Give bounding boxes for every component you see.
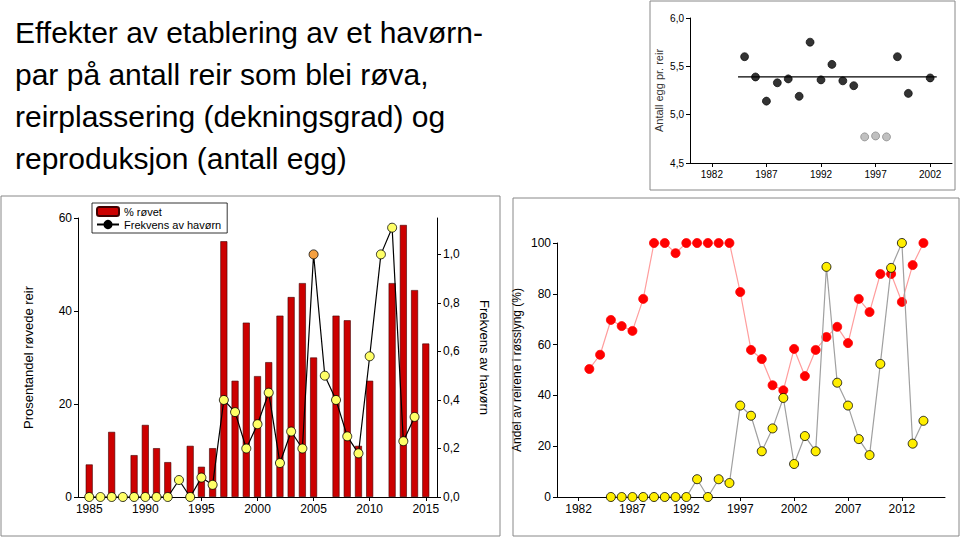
svg-text:5,5: 5,5 xyxy=(670,61,684,72)
svg-text:6,0: 6,0 xyxy=(670,13,684,24)
svg-text:5,0: 5,0 xyxy=(670,109,684,120)
svg-text:20: 20 xyxy=(59,397,73,411)
svg-text:par på antall reir som blei rø: par på antall reir som blei røva, xyxy=(15,58,429,91)
svg-text:60: 60 xyxy=(538,338,552,352)
svg-text:1985: 1985 xyxy=(76,502,103,516)
svg-text:100: 100 xyxy=(531,236,551,250)
svg-text:Prosentandel røvede reir: Prosentandel røvede reir xyxy=(21,285,36,429)
svg-text:Andel av reirene i røsslyng (%: Andel av reirene i røsslyng (%) xyxy=(510,288,524,452)
svg-text:1990: 1990 xyxy=(132,502,159,516)
svg-text:1997: 1997 xyxy=(864,169,887,180)
svg-text:2012: 2012 xyxy=(889,502,916,516)
svg-text:40: 40 xyxy=(538,388,552,402)
svg-text:2010: 2010 xyxy=(356,502,383,516)
svg-text:reirplassering (dekningsgrad): reirplassering (dekningsgrad) og xyxy=(15,100,445,133)
svg-text:2000: 2000 xyxy=(244,502,271,516)
svg-text:1992: 1992 xyxy=(673,502,700,516)
svg-text:0,8: 0,8 xyxy=(443,296,460,310)
svg-text:2002: 2002 xyxy=(781,502,808,516)
svg-text:1992: 1992 xyxy=(810,169,833,180)
svg-text:Frekvens av havørn: Frekvens av havørn xyxy=(124,219,221,231)
svg-text:80: 80 xyxy=(538,287,552,301)
svg-text:1,0: 1,0 xyxy=(443,247,460,261)
svg-text:1997: 1997 xyxy=(727,502,754,516)
svg-text:40: 40 xyxy=(59,304,73,318)
svg-text:1982: 1982 xyxy=(701,169,724,180)
svg-text:reproduksjon (antall egg): reproduksjon (antall egg) xyxy=(15,142,347,175)
svg-text:1995: 1995 xyxy=(188,502,215,516)
svg-text:0,4: 0,4 xyxy=(443,393,460,407)
svg-text:0,6: 0,6 xyxy=(443,344,460,358)
svg-text:0,2: 0,2 xyxy=(443,441,460,455)
svg-text:60: 60 xyxy=(59,211,73,225)
svg-text:1987: 1987 xyxy=(755,169,778,180)
svg-text:Effekter av etablering av et h: Effekter av etablering av et havørn- xyxy=(15,16,483,49)
svg-text:2015: 2015 xyxy=(412,502,439,516)
svg-text:2007: 2007 xyxy=(835,502,862,516)
svg-text:4,5: 4,5 xyxy=(670,158,684,169)
svg-text:1982: 1982 xyxy=(565,502,592,516)
svg-text:0: 0 xyxy=(65,490,72,504)
svg-text:% røvet: % røvet xyxy=(124,206,162,218)
svg-text:1987: 1987 xyxy=(619,502,646,516)
svg-text:0,0: 0,0 xyxy=(443,490,460,504)
svg-text:Antall egg pr. reir: Antall egg pr. reir xyxy=(653,49,665,132)
svg-text:0: 0 xyxy=(544,490,551,504)
svg-text:2002: 2002 xyxy=(919,169,942,180)
svg-text:20: 20 xyxy=(538,439,552,453)
svg-text:Frekvens av havørn: Frekvens av havørn xyxy=(477,300,492,415)
svg-text:2005: 2005 xyxy=(300,502,327,516)
